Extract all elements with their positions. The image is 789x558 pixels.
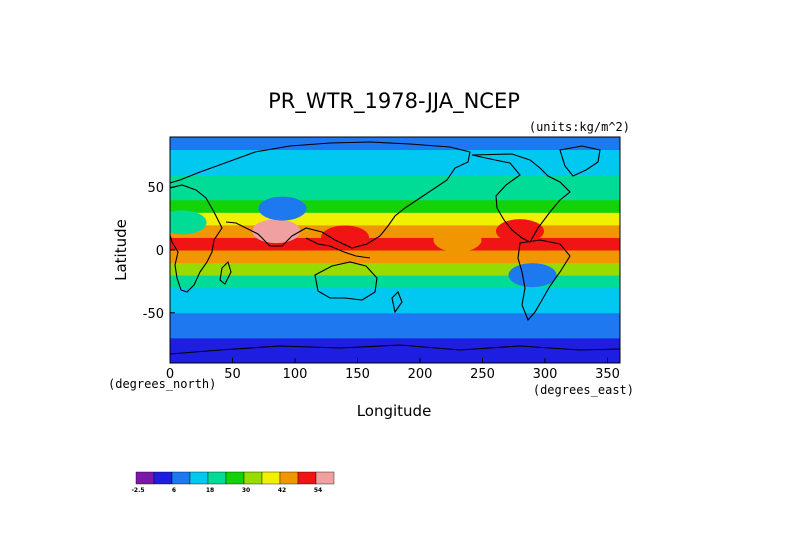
lat-band	[170, 300, 620, 314]
continent-outlines	[170, 141, 620, 355]
field-feature	[508, 263, 557, 288]
x-tick-label: 200	[408, 367, 433, 382]
coastline-madagascar	[219, 260, 232, 285]
x-unit-note: (degrees_east)	[533, 383, 634, 397]
colorbar-tick-label: 30	[242, 487, 250, 494]
y-axis-ticks: -50 0 50	[143, 181, 175, 322]
lat-band	[170, 250, 620, 264]
map-plot-area	[170, 137, 620, 363]
x-tick-label: 0	[166, 367, 174, 382]
field-feature	[433, 227, 482, 252]
colorbar-swatch	[171, 471, 191, 485]
x-axis-label: Longitude	[357, 402, 432, 420]
coastline-greenland	[559, 145, 601, 177]
x-tick-label: 250	[470, 367, 495, 382]
coastline-australia	[314, 261, 378, 301]
lat-band	[170, 287, 620, 301]
colorbar-swatch	[261, 471, 281, 485]
colorbar-swatch	[225, 471, 245, 485]
coastline-indonesia	[305, 237, 371, 259]
colorbar-tick-label: -2.5	[131, 487, 144, 494]
units-label: (units:kg/m^2)	[529, 120, 630, 134]
lat-band	[170, 187, 620, 201]
chart-title: PR_WTR_1978-JJA_NCEP	[268, 89, 520, 114]
coastline-eurasia	[170, 141, 471, 249]
lat-band	[170, 312, 620, 326]
y-axis-label: Latitude	[112, 219, 130, 281]
x-tick-label: 350	[595, 367, 620, 382]
x-tick-label: 100	[283, 367, 308, 382]
colorbar-swatch	[297, 471, 317, 485]
y-tick-label: -50	[143, 307, 164, 322]
colorbar-swatch	[315, 471, 335, 485]
field-feature	[321, 225, 369, 250]
field-features	[170, 196, 557, 363]
x-tick-label: 150	[345, 367, 370, 382]
lat-band	[170, 224, 620, 238]
colorbar-swatch	[153, 471, 173, 485]
lat-band	[170, 325, 620, 339]
field-feature	[371, 338, 419, 363]
field-feature	[252, 219, 301, 244]
coastline-south-america	[517, 239, 571, 322]
colorbar-tick-label: 54	[314, 487, 322, 494]
colorbar-swatch	[189, 471, 209, 485]
colorbar-tick-label: 18	[206, 487, 214, 494]
field-feature	[170, 210, 207, 235]
lat-band	[170, 262, 620, 276]
field-feature	[258, 196, 307, 221]
lat-band	[170, 162, 620, 176]
lat-band	[170, 149, 620, 163]
colorbar: -2.5 6 18 30 42 54	[131, 471, 335, 494]
colorbar-swatch	[243, 471, 263, 485]
y-tick-label: 50	[147, 181, 164, 196]
lat-band	[170, 275, 620, 289]
lat-band	[170, 237, 620, 251]
x-axis-ticks: 0 50 100 150 200 250 300 350	[166, 358, 620, 382]
coastline-new-zealand	[391, 291, 403, 314]
latitude-bands	[170, 137, 620, 363]
lat-band	[170, 174, 620, 188]
coastline-africa	[170, 184, 223, 293]
colorbar-swatch	[279, 471, 299, 485]
y-tick-label: 0	[156, 244, 164, 259]
lat-band	[170, 199, 620, 213]
colorbar-swatch	[207, 471, 227, 485]
x-tick-label: 50	[224, 367, 241, 382]
x-tick-label: 300	[533, 367, 558, 382]
colorbar-tick-label: 6	[172, 487, 176, 494]
colorbar-swatch	[135, 471, 155, 485]
y-unit-note: (degrees_north)	[108, 377, 216, 391]
colorbar-tick-label: 42	[278, 487, 286, 494]
coastline-antarctica	[170, 344, 620, 355]
